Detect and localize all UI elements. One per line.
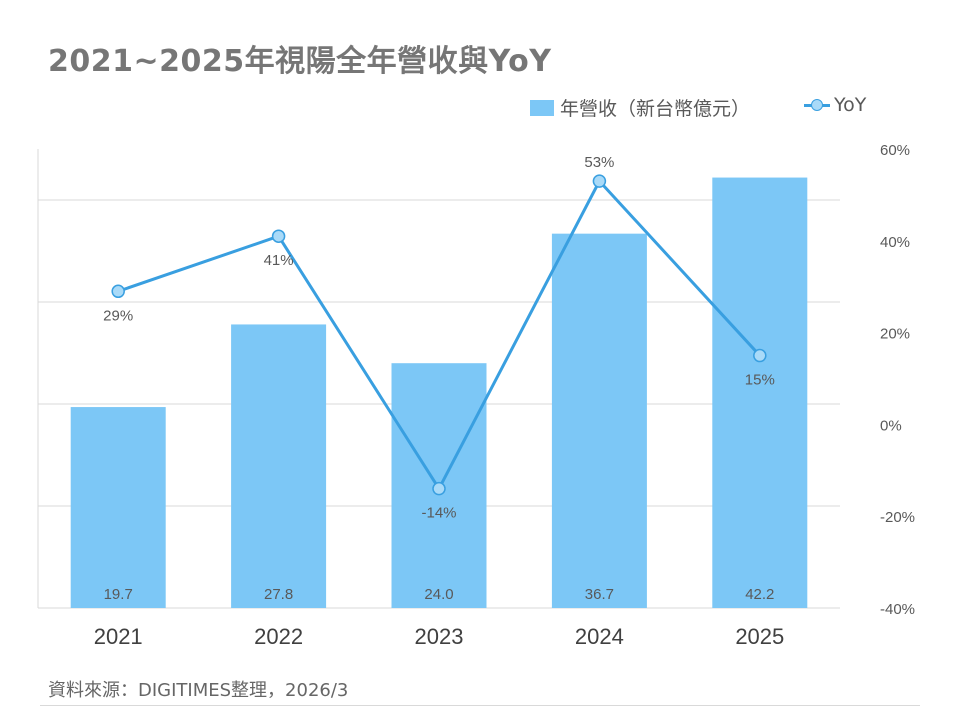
yoy-data-label: 53% <box>584 154 614 171</box>
yoy-point-2025 <box>753 348 767 363</box>
bar-2021 <box>70 407 166 608</box>
legend-label-revenue: 年營收（新台幣億元） <box>560 98 751 120</box>
legend-label-yoy: YoY <box>834 94 867 116</box>
chart-title: 2021~2025年視陽全年營收與YoY <box>48 44 552 79</box>
yoy-point-2024 <box>592 174 607 188</box>
y-right-tick-label: -40% <box>880 601 915 618</box>
legend-item-revenue: 年營收（新台幣億元） <box>530 94 750 121</box>
legend-bar-swatch <box>530 99 554 116</box>
x-tick-label: 2021 <box>94 624 143 649</box>
yoy-point-2021 <box>111 284 125 299</box>
x-tick-label: 2023 <box>415 624 464 649</box>
legend-item-yoy: YoY <box>804 94 866 116</box>
legend-line-swatch <box>804 97 830 113</box>
y-right-tick-label: 20% <box>880 326 910 343</box>
y-right-tick-label: 0% <box>880 417 902 434</box>
chart-legend: 年營收（新台幣億元） YoY <box>530 94 930 124</box>
x-tick-label: 2024 <box>575 624 624 649</box>
bar-value-label: 36.7 <box>585 586 614 603</box>
bar-value-label: 27.8 <box>264 586 293 603</box>
y-right-tick-label: -20% <box>880 509 915 526</box>
x-tick-label: 2025 <box>735 624 784 649</box>
bar-value-label: 42.2 <box>745 586 774 603</box>
bar-2025 <box>712 177 808 608</box>
yoy-data-label: 29% <box>103 307 133 324</box>
y-right-tick-label: 40% <box>880 234 910 251</box>
yoy-data-label: -14% <box>421 505 456 522</box>
source-note: 資料來源：DIGITIMES整理，2026/3 <box>48 680 349 701</box>
yoy-point-2022 <box>271 229 286 243</box>
yoy-data-label: 41% <box>264 252 294 269</box>
bar-value-label: 24.0 <box>424 586 453 603</box>
bottom-divider <box>40 705 920 706</box>
y-right-tick-label: 60% <box>880 142 910 159</box>
bar-2022 <box>231 324 327 608</box>
yoy-point-2023 <box>432 481 446 496</box>
bar-2024 <box>551 233 647 608</box>
x-tick-label: 2022 <box>254 624 303 649</box>
bar-value-label: 19.7 <box>104 586 133 603</box>
yoy-data-label: 15% <box>745 372 775 389</box>
